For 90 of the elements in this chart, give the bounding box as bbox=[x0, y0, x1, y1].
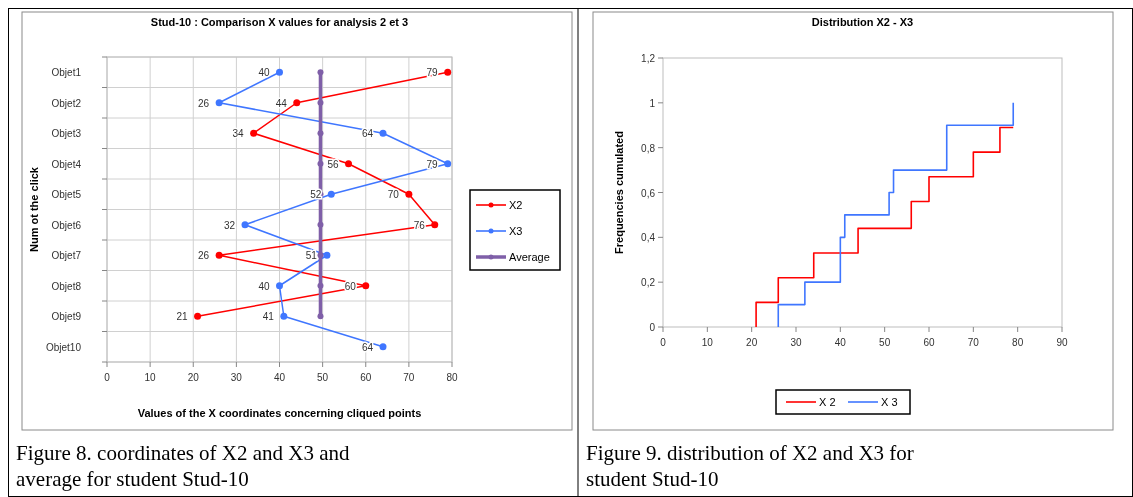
point bbox=[317, 313, 324, 320]
point bbox=[215, 99, 223, 107]
y-tick-label: 0,8 bbox=[641, 142, 656, 154]
x-tick-label: 60 bbox=[360, 372, 372, 383]
y-tick-label: Objet1 bbox=[51, 67, 82, 79]
data-label: 40 bbox=[258, 280, 270, 292]
x-tick-label: 70 bbox=[403, 372, 415, 383]
point bbox=[444, 160, 452, 168]
y-tick-label: 0,4 bbox=[641, 232, 656, 244]
x-tick-label: 40 bbox=[834, 337, 847, 348]
data-label: 26 bbox=[198, 97, 210, 109]
y-tick-label: Objet3 bbox=[51, 128, 82, 140]
data-label: 70 bbox=[387, 189, 400, 201]
y-tick-label: 1 bbox=[649, 97, 656, 109]
data-label: 26 bbox=[198, 250, 210, 262]
x-tick-label: 30 bbox=[230, 372, 243, 383]
y-tick-label: Objet2 bbox=[51, 97, 82, 109]
y-axis-title: Frequencies cumulated bbox=[613, 131, 625, 254]
point bbox=[444, 68, 452, 76]
y-tick-label: 0,6 bbox=[641, 187, 656, 199]
point bbox=[280, 312, 288, 320]
legend-label: X3 bbox=[509, 225, 523, 237]
x-tick-label: 0 bbox=[104, 372, 111, 383]
y-tick-label: 0 bbox=[649, 322, 656, 333]
x-axis-title: Values of the X coordinates concerning cliqued points bbox=[137, 407, 422, 419]
y-axis-title: Num ot the click bbox=[28, 166, 40, 252]
data-label: 21 bbox=[176, 311, 188, 323]
x-tick-label: 80 bbox=[446, 372, 458, 383]
data-label: 56 bbox=[327, 158, 339, 170]
point bbox=[215, 251, 223, 259]
data-label: 41 bbox=[262, 311, 275, 323]
data-label: 34 bbox=[232, 128, 245, 140]
legend-label: Average bbox=[509, 251, 550, 263]
x-tick-label: 50 bbox=[879, 337, 891, 348]
y-tick-label: 0,2 bbox=[641, 277, 656, 289]
y-tick-label: Objet4 bbox=[51, 158, 82, 170]
point bbox=[379, 343, 387, 351]
point bbox=[317, 221, 324, 228]
point bbox=[405, 190, 413, 198]
point bbox=[276, 282, 283, 290]
point bbox=[276, 68, 283, 76]
point bbox=[317, 130, 324, 137]
x-tick-label: 0 bbox=[660, 337, 667, 348]
point bbox=[317, 99, 324, 106]
x-tick-label: 40 bbox=[273, 372, 286, 383]
legend-label: X 3 bbox=[881, 396, 898, 408]
point bbox=[345, 160, 352, 168]
x-tick-label: 80 bbox=[1012, 337, 1024, 348]
y-tick-label: Objet6 bbox=[51, 219, 82, 231]
point bbox=[293, 99, 301, 107]
point bbox=[317, 252, 324, 259]
x-tick-label: 20 bbox=[746, 337, 758, 348]
y-tick-label: Objet9 bbox=[51, 311, 82, 323]
point bbox=[431, 221, 439, 229]
point bbox=[241, 221, 249, 229]
data-label: 51 bbox=[305, 250, 318, 262]
x-tick-label: 10 bbox=[701, 337, 714, 348]
point bbox=[250, 129, 258, 137]
data-label: 79 bbox=[426, 158, 439, 170]
x-tick-label: 50 bbox=[317, 372, 329, 383]
x-tick-label: 30 bbox=[790, 337, 802, 348]
y-tick-label: Objet10 bbox=[45, 341, 82, 353]
caption: Figure 9. distribution of X2 and X3 for student Stud-10 bbox=[586, 441, 914, 491]
point bbox=[327, 190, 335, 198]
point bbox=[362, 282, 370, 290]
data-label: 64 bbox=[361, 341, 374, 353]
legend-label: X 2 bbox=[819, 396, 836, 408]
data-label: 44 bbox=[275, 97, 288, 109]
chart-title: Distribution X2 - X3 bbox=[811, 16, 914, 28]
data-label: 40 bbox=[258, 67, 270, 79]
x-tick-label: 70 bbox=[967, 337, 980, 348]
x-tick-label: 90 bbox=[1056, 337, 1068, 348]
y-tick-label: 1,2 bbox=[641, 53, 656, 64]
caption: Figure 8. coordinates of X2 and X3 and average for student Stud-10 bbox=[16, 441, 351, 491]
point bbox=[317, 282, 324, 289]
x-tick-label: 20 bbox=[187, 372, 200, 383]
x-tick-label: 60 bbox=[923, 337, 935, 348]
chart-title: Stud-10 : Comparison X values for analysis 2 et 3 bbox=[150, 16, 409, 28]
y-tick-label: Objet7 bbox=[51, 250, 82, 262]
point bbox=[317, 160, 324, 167]
x-tick-label: 10 bbox=[144, 372, 157, 383]
point bbox=[323, 251, 331, 259]
legend-label: X2 bbox=[509, 199, 523, 211]
y-tick-label: Objet5 bbox=[51, 189, 82, 201]
point bbox=[379, 129, 387, 137]
point bbox=[317, 69, 324, 76]
point bbox=[194, 312, 202, 320]
y-tick-label: Objet8 bbox=[51, 280, 82, 292]
data-label: 64 bbox=[361, 128, 374, 140]
data-label: 32 bbox=[223, 219, 236, 231]
